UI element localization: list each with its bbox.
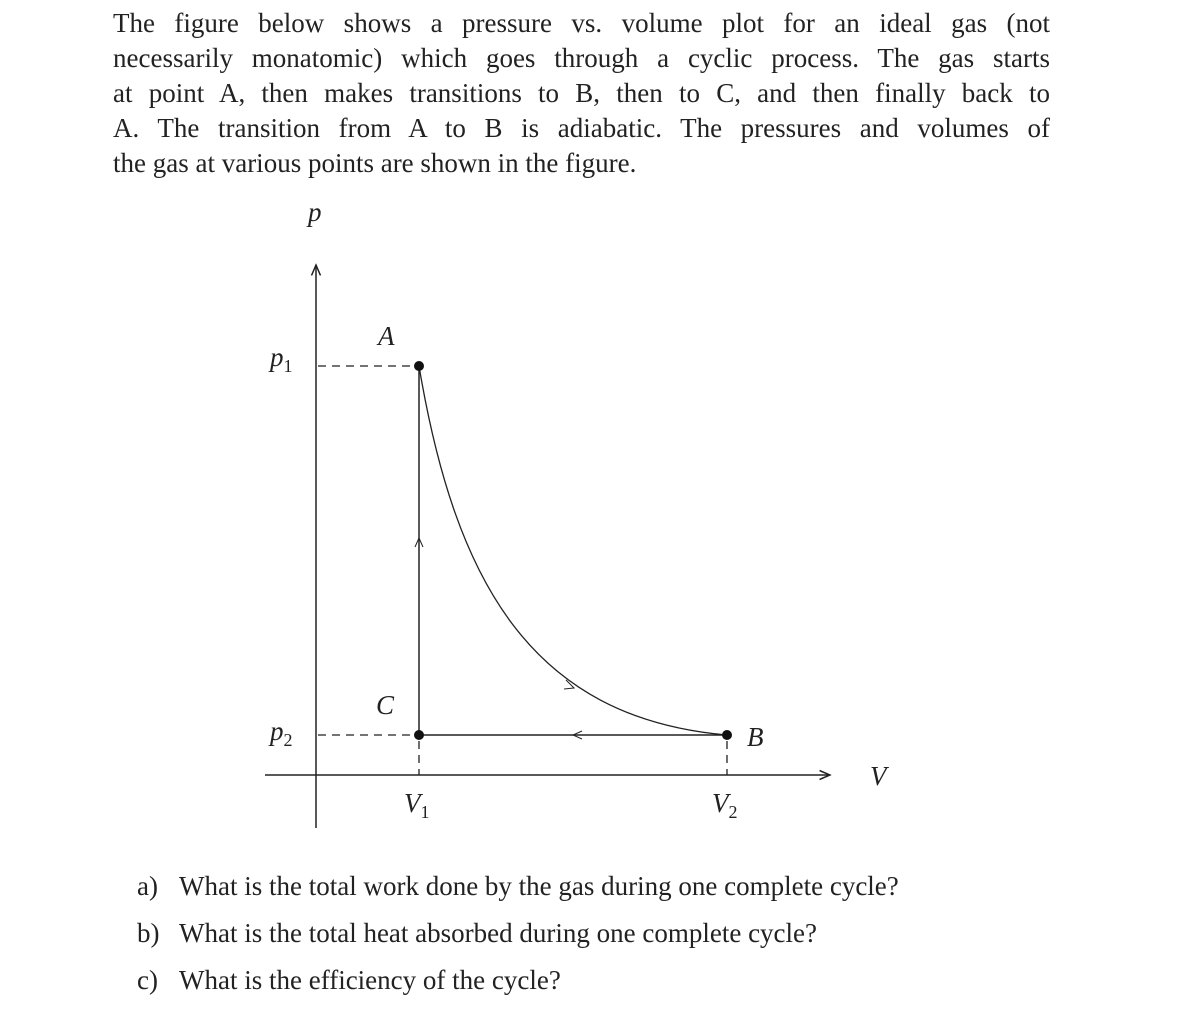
paragraph-line: at point A, then makes transitions to B,…: [113, 78, 1050, 108]
question: b) What is the total heat absorbed during…: [137, 916, 817, 951]
question-text: What is the total work done by the gas d…: [179, 871, 899, 901]
symbol: p: [268, 716, 284, 746]
p2-label: p2: [268, 716, 293, 750]
guide-lines: [318, 365, 728, 775]
paragraph-line: A. The transition from A to B is adiabat…: [113, 113, 1050, 143]
subscript: 2: [284, 730, 293, 750]
p1-label: p1: [268, 342, 293, 376]
paragraph-line: necessarily monatomic) which goes throug…: [113, 43, 1050, 73]
point-label: B: [747, 722, 764, 752]
paragraph-line: the gas at various points are shown in t…: [113, 148, 637, 178]
question-text: What is the total heat absorbed during o…: [179, 918, 818, 948]
question-label: b): [137, 918, 160, 948]
question-label: a): [137, 871, 158, 901]
paragraph-line: The figure below shows a pressure vs. vo…: [113, 8, 1050, 38]
point-a: [414, 361, 424, 371]
point-label: C: [376, 690, 395, 720]
point-label: A: [376, 321, 395, 351]
x-axis-label: V: [870, 761, 890, 791]
arrow: [414, 536, 424, 548]
subscript: 1: [284, 356, 293, 376]
subscript: 2: [729, 802, 738, 822]
arrow: [563, 679, 576, 690]
symbol: V: [404, 788, 424, 818]
question-text: What is the efficiency of the cycle?: [179, 965, 561, 995]
y-axis-label: p: [306, 197, 322, 227]
point-c: [414, 730, 424, 740]
arrow: [571, 730, 583, 740]
symbol: V: [712, 788, 732, 818]
question-label: c): [137, 965, 158, 995]
symbol: p: [268, 342, 284, 372]
question: c) What is the efficiency of the cycle?: [137, 963, 561, 998]
v1-label: V1: [404, 788, 430, 822]
question: a) What is the total work done by the gas…: [137, 869, 899, 904]
point-b: [722, 730, 732, 740]
v2-label: V2: [712, 788, 738, 822]
subscript: 1: [421, 802, 430, 822]
adiabat-a-b: [418, 365, 728, 736]
